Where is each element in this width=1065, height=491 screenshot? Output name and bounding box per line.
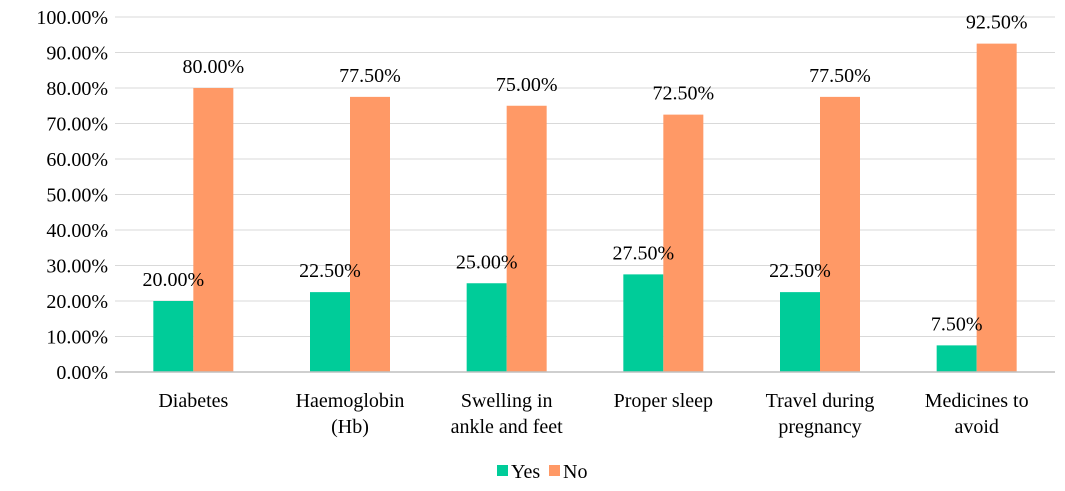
data-label-yes: 22.50% — [769, 260, 831, 282]
bar-yes — [780, 292, 820, 372]
x-tick-label: Haemoglobin — [296, 390, 405, 412]
bar-yes — [310, 292, 350, 372]
data-label-yes: 27.50% — [612, 242, 674, 264]
bar-no — [350, 96, 390, 372]
x-tick-label: Swelling in — [461, 390, 553, 412]
y-tick-label: 20.00% — [46, 291, 108, 313]
bar-no — [663, 114, 704, 372]
x-tick-label: ankle and feet — [451, 416, 564, 438]
y-tick-label: 0.00% — [56, 362, 108, 384]
data-label-yes: 7.50% — [931, 313, 983, 335]
bars — [153, 43, 1017, 372]
x-tick-label: Medicines to — [925, 390, 1029, 412]
data-label-yes: 20.00% — [142, 269, 204, 291]
x-tick-label: Diabetes — [158, 390, 228, 412]
y-tick-label: 10.00% — [46, 327, 108, 349]
legend-label-yes: Yes — [511, 461, 540, 483]
bar-yes — [153, 301, 194, 372]
y-tick-label: 40.00% — [46, 220, 108, 242]
legend-swatch-no — [549, 465, 560, 476]
data-label-yes: 22.50% — [299, 260, 361, 282]
bar-no — [976, 43, 1017, 372]
bar-no — [193, 88, 234, 372]
data-label-no: 75.00% — [496, 74, 558, 96]
x-tick-label: Travel during — [766, 390, 875, 412]
data-labels: 20.00% 80.00% 22.50% 77.50% 25.00% 75.00% 27.5… — [142, 12, 1027, 336]
x-tick-label: Proper sleep — [614, 390, 713, 412]
bar-yes — [623, 274, 664, 372]
legend: Yes No — [497, 461, 587, 483]
y-tick-label: 100.00% — [36, 7, 108, 29]
y-tick-label: 50.00% — [46, 185, 108, 207]
y-axis: 0.00% 10.00% 20.00% 30.00% 40.00% 50.00% 60.00… — [36, 7, 108, 384]
y-tick-label: 80.00% — [46, 78, 108, 100]
gridlines — [115, 16, 1055, 337]
y-tick-label: 90.00% — [46, 43, 108, 65]
bar-no — [820, 96, 860, 372]
data-label-no: 77.50% — [809, 65, 871, 87]
data-label-no: 92.50% — [966, 12, 1028, 34]
y-tick-label: 70.00% — [46, 114, 108, 136]
y-tick-label: 30.00% — [46, 256, 108, 278]
legend-swatch-yes — [497, 465, 508, 476]
data-label-yes: 25.00% — [456, 251, 518, 273]
x-tick-label: avoid — [954, 416, 998, 438]
y-tick-label: 60.00% — [46, 149, 108, 171]
x-axis: Diabetes Haemoglobin (Hb) Swelling in ankle … — [115, 371, 1055, 438]
x-tick-label: pregnancy — [778, 416, 861, 438]
x-tick-label: (Hb) — [331, 416, 369, 438]
data-label-no: 77.50% — [339, 65, 401, 87]
legend-label-no: No — [563, 461, 587, 483]
bar-no — [506, 105, 547, 372]
data-label-no: 80.00% — [182, 56, 244, 78]
bar-yes — [466, 283, 507, 372]
bar-yes — [936, 345, 977, 372]
data-label-no: 72.50% — [652, 83, 714, 105]
